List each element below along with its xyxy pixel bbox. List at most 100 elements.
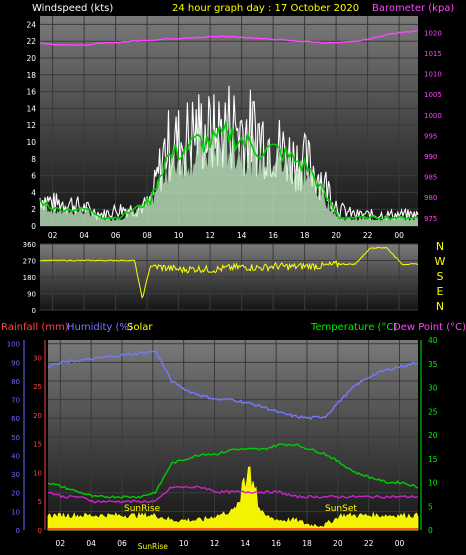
temp-time-tick-label: 12 bbox=[210, 539, 220, 548]
wind-tick-label: 10 bbox=[26, 138, 36, 147]
humidity-tick-label: 20 bbox=[11, 490, 20, 498]
sunset-label: SunSet bbox=[325, 504, 357, 514]
barometer-axis: 975 980 985 990 995 1000 1005 1010 1015 1020 bbox=[424, 29, 442, 222]
barometer-tick-label: 1010 bbox=[424, 71, 442, 79]
humidity-series bbox=[47, 349, 419, 421]
wind-time-tick-label: 16 bbox=[268, 231, 278, 240]
wind-time-tick-label: 06 bbox=[111, 231, 121, 240]
humidity-tick-label: 0 bbox=[16, 527, 20, 535]
wind-time-tick-label: 00 bbox=[394, 231, 404, 240]
rainfall-tick-label: 30 bbox=[33, 354, 42, 362]
wind-time-axis: 02 04 06 08 10 12 14 16 18 20 22 00 bbox=[48, 231, 404, 240]
sunrise-label: SunRise bbox=[124, 504, 161, 514]
humidity-tick-label: 80 bbox=[11, 378, 20, 386]
barometer-series bbox=[39, 29, 419, 46]
barometer-tick-label: 980 bbox=[424, 194, 437, 202]
temp-panel-series bbox=[47, 349, 419, 531]
compass-letter: N bbox=[436, 240, 444, 253]
wind-direction-series bbox=[39, 246, 419, 299]
dewpoint-series bbox=[47, 485, 419, 504]
wind-tick-label: 6 bbox=[31, 172, 36, 181]
temp-time-tick-label: 22 bbox=[364, 539, 374, 548]
direction-axis: 360 270 180 90 0 bbox=[23, 241, 36, 315]
wind-time-tick-label: 04 bbox=[79, 231, 89, 240]
temperature-tick-label: 15 bbox=[428, 455, 438, 464]
wind-time-tick-label: 20 bbox=[331, 231, 341, 240]
rainfall-tick-label: 25 bbox=[33, 383, 42, 391]
temp-time-tick-label: 02 bbox=[56, 539, 66, 548]
barometer-tick-label: 995 bbox=[424, 132, 437, 140]
compass-letter: E bbox=[437, 285, 444, 298]
wind-tick-label: 16 bbox=[26, 88, 36, 97]
wind-panel-series bbox=[39, 29, 419, 226]
temperature-tick-label: 0 bbox=[428, 526, 433, 535]
wind-time-tick-label: 18 bbox=[300, 231, 310, 240]
rainfall-tick-label: 5 bbox=[38, 498, 42, 506]
wind-time-tick-label: 12 bbox=[205, 231, 215, 240]
rainfall-tick-label: 0 bbox=[38, 527, 42, 535]
humidity-tick-label: 50 bbox=[11, 434, 20, 442]
rainfall-tick-label: 20 bbox=[33, 412, 42, 420]
dewpoint-title: Dew Point (°C) bbox=[393, 322, 466, 333]
temperature-tick-label: 25 bbox=[428, 407, 438, 416]
wind-tick-label: 20 bbox=[26, 54, 36, 63]
wind-time-tick-label: 22 bbox=[363, 231, 373, 240]
wind-time-tick-label: 02 bbox=[48, 231, 58, 240]
barometer-title: Barometer (kpa) bbox=[372, 3, 454, 14]
barometer-tick-label: 975 bbox=[424, 215, 437, 223]
temperature-series bbox=[47, 443, 419, 499]
solar-title: Solar bbox=[127, 322, 153, 333]
temperature-tick-label: 20 bbox=[428, 431, 438, 440]
humidity-tick-label: 60 bbox=[11, 415, 20, 423]
temperature-tick-label: 40 bbox=[428, 336, 438, 345]
wind-tick-label: 8 bbox=[31, 155, 36, 164]
rainfall-title: Rainfall (mm) bbox=[1, 322, 69, 333]
wind-time-tick-label: 14 bbox=[237, 231, 247, 240]
humidity-title: Humidity (%) bbox=[67, 322, 133, 333]
wind-average-series bbox=[39, 120, 419, 220]
barometer-tick-label: 1005 bbox=[424, 91, 442, 99]
rainfall-tick-label: 10 bbox=[33, 469, 42, 477]
temp-time-tick-label: 10 bbox=[179, 539, 189, 548]
wind-tick-label: 4 bbox=[31, 188, 36, 197]
sunrise-bottom-label: SunRise bbox=[138, 542, 168, 551]
direction-panel-grid bbox=[40, 243, 418, 311]
barometer-tick-label: 1000 bbox=[424, 112, 442, 120]
temp-time-tick-label: 06 bbox=[117, 539, 127, 548]
temperature-tick-label: 10 bbox=[428, 479, 438, 488]
humidity-tick-label: 30 bbox=[11, 471, 20, 479]
temperature-title: Temperature (°C) bbox=[310, 322, 397, 333]
temperature-axis: 0 5 10 15 20 25 30 35 40 bbox=[420, 336, 438, 535]
compass-letter: S bbox=[437, 270, 444, 283]
temp-time-tick-label: 20 bbox=[333, 539, 343, 548]
humidity-tick-label: 100 bbox=[7, 341, 20, 349]
temp-time-tick-label: 18 bbox=[302, 539, 312, 548]
barometer-tick-label: 1020 bbox=[424, 29, 442, 37]
wind-average-fill bbox=[40, 118, 418, 226]
direction-tick-label: 360 bbox=[23, 241, 36, 249]
compass-letter: W bbox=[435, 255, 446, 268]
wind-tick-label: 14 bbox=[26, 104, 36, 113]
wind-time-tick-label: 10 bbox=[174, 231, 184, 240]
temperature-tick-label: 30 bbox=[428, 384, 438, 393]
humidity-tick-label: 90 bbox=[11, 359, 20, 367]
humidity-tick-label: 10 bbox=[11, 508, 20, 516]
barometer-tick-label: 990 bbox=[424, 153, 437, 161]
wind-tick-label: 18 bbox=[26, 71, 36, 80]
temperature-tick-label: 5 bbox=[428, 502, 433, 511]
rainfall-tick-label: 15 bbox=[33, 441, 42, 449]
temp-time-tick-label: 04 bbox=[86, 539, 96, 548]
wind-tick-label: 24 bbox=[26, 20, 36, 29]
wind-time-tick-label: 08 bbox=[142, 231, 152, 240]
temp-time-tick-label: 00 bbox=[395, 539, 405, 548]
wind-tick-label: 2 bbox=[31, 205, 36, 214]
barometer-tick-label: 985 bbox=[424, 174, 437, 182]
chart-date-title: 24 hour graph day : 17 October 2020 bbox=[172, 3, 359, 14]
wind-tick-label: 12 bbox=[26, 121, 36, 130]
temp-time-tick-label: 14 bbox=[241, 539, 251, 548]
temp-time-axis: 02 04 06 10 12 14 16 18 20 22 00 SunRise bbox=[56, 539, 405, 551]
temperature-tick-label: 35 bbox=[428, 360, 438, 369]
